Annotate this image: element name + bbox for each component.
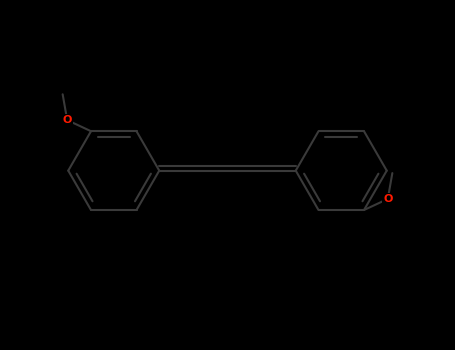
Text: O: O [383, 194, 393, 204]
Text: O: O [62, 115, 72, 125]
